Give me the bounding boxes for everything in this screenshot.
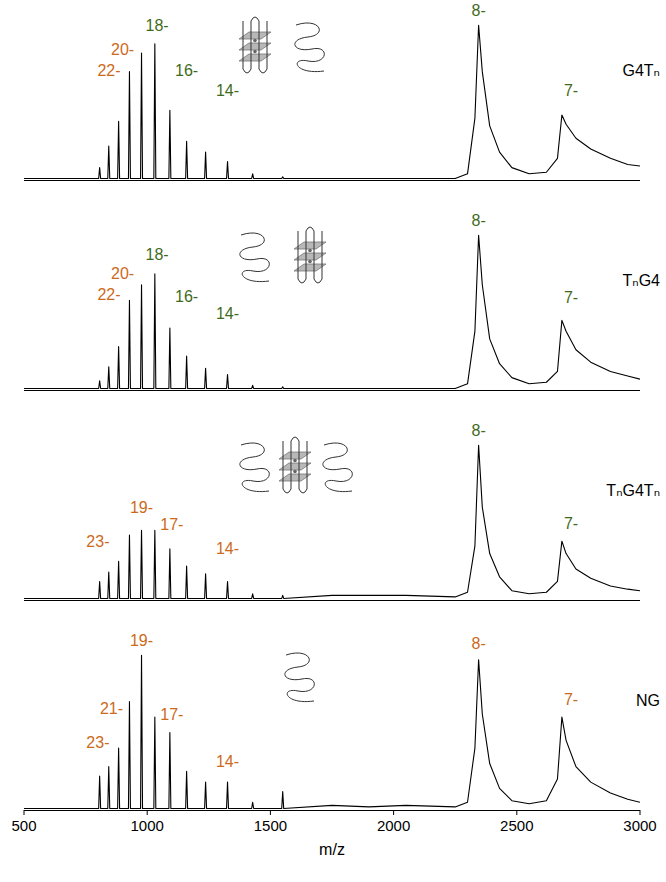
data-area [24,445,640,598]
x-axis-line [24,180,640,181]
x-tick [24,810,25,815]
charge-label: 18- [145,17,168,34]
strand [298,227,322,283]
x-tick-label: 2500 [500,817,533,834]
panel-title: TₙG4Tₙ [606,482,660,499]
cation [253,39,257,43]
x-tick-label: 2000 [377,817,410,834]
x-tick [147,810,148,815]
panel: 22- 20- 18- 16- 14- 8- 7- TₙG4 [24,212,660,391]
x-tick [516,810,517,815]
charge-label: 8- [471,635,485,652]
charge-label: 22- [97,286,120,303]
charge-label: 23- [86,734,109,751]
g-quadruplex-icon [279,437,311,493]
charge-label: 14- [216,540,239,557]
charge-label: 16- [175,288,198,305]
charge-label: 22- [97,62,120,79]
cartoon [285,653,314,702]
coil-icon [323,443,352,492]
panel: 23- 19- 17- 14- 8- 7- TₙG4Tₙ [24,422,660,601]
spectrum-line [24,655,640,808]
charge-label: 20- [111,265,134,282]
cartoon [239,17,324,73]
tetrad [294,264,326,271]
panel-title: G4Tₙ [623,62,661,79]
strand [243,17,267,73]
cation [293,470,297,474]
charge-label: 14- [216,82,239,99]
x-tick-label: 500 [11,817,36,834]
charge-label: 20- [111,41,134,58]
charge-label: 21- [100,700,123,717]
x-axis-line [24,810,640,811]
x-tick [640,810,641,815]
cartoon [240,437,352,493]
spectrum-line [24,25,640,178]
g-quadruplex-icon [239,17,271,73]
charge-label: 7- [564,82,578,99]
data-area [24,235,640,388]
x-axis-line [24,390,640,391]
x-axis-title: m/z [319,841,345,858]
panel-title: TₙG4 [623,272,661,289]
cartoon [240,227,326,283]
x-tick [270,810,271,815]
data-area [24,655,640,808]
g-quadruplex-icon [294,227,326,283]
charge-label: 19- [130,632,153,649]
figure: 22- 20- 18- 16- 14- 8- 7- G4Tₙ 22- 20- 18- 16- 14- 8-… [0,0,666,882]
cation [308,249,312,253]
coil-icon [295,23,324,72]
charge-label: 16- [175,62,198,79]
charge-label: 7- [564,691,578,708]
cation [308,260,312,264]
tetrad [279,463,311,470]
charge-label: 17- [160,706,183,723]
panel-title: NG [636,692,660,709]
x-tick-label: 1500 [254,817,287,834]
coil-icon [240,443,269,492]
charge-label: 7- [564,289,578,306]
coil-icon [285,653,314,702]
tetrad [294,242,326,249]
strand [283,437,307,493]
charge-label: 23- [86,533,109,550]
tetrad [239,32,271,39]
charge-label: 14- [216,305,239,322]
panel: 22- 20- 18- 16- 14- 8- 7- G4Tₙ [24,2,660,181]
tetrad [279,474,311,481]
tetrad [294,253,326,260]
cation [293,459,297,463]
charge-label: 7- [564,515,578,532]
charge-label: 17- [160,516,183,533]
tetrad [279,452,311,459]
x-tick [393,810,394,815]
charge-label: 18- [145,246,168,263]
x-axis-line [24,600,640,601]
x-tick-label: 1000 [131,817,164,834]
charge-label: 8- [471,422,485,439]
x-tick-label: 3000 [623,817,656,834]
charge-label: 19- [130,499,153,516]
tetrad [239,43,271,50]
charge-label: 14- [216,753,239,770]
charge-label: 8- [471,2,485,19]
coil-icon [240,233,269,282]
spectrum-line [24,445,640,598]
charge-label: 8- [471,212,485,229]
panel: 500 1000 1500 2000 2500 3000 m/z 23- 21- 19- 17- 14… [11,632,660,858]
data-area [24,25,640,178]
spectrum-line [24,235,640,388]
cation [253,50,257,54]
tetrad [239,54,271,61]
